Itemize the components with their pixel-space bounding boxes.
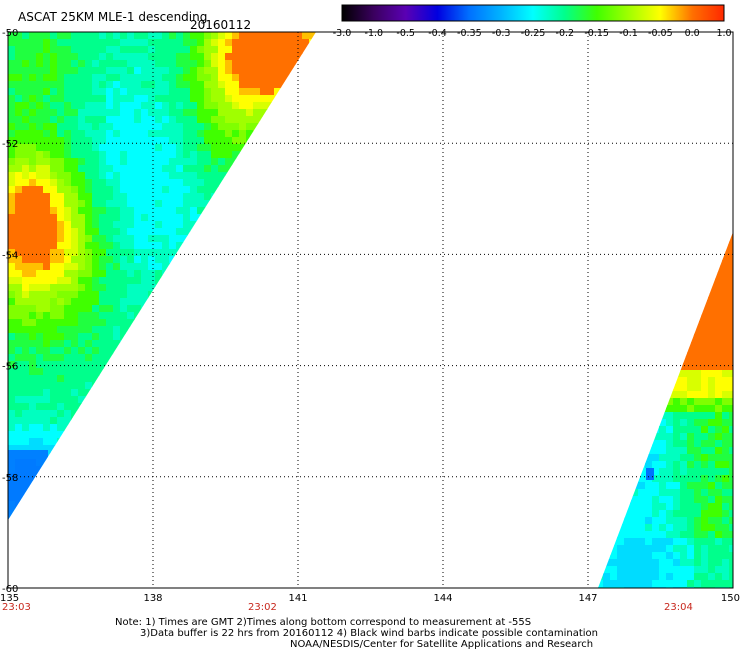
longitude-label: 135 [0, 593, 19, 604]
west-swath [8, 32, 316, 520]
longitude-label: 144 [433, 593, 452, 604]
longitude-labels: 135 138 141 144 147 150 [0, 593, 740, 604]
latitude-label: -52 [2, 139, 18, 150]
latitude-labels: -50 -52 -54 -56 -58 -60 [2, 28, 18, 595]
note-line-2: 3)Data buffer is 22 hrs from 20160112 4)… [140, 628, 598, 639]
latitude-label: -58 [2, 473, 18, 484]
colorbar-tick-label: -0.4 [428, 28, 447, 39]
latitude-label: -50 [2, 28, 18, 39]
east-swath [598, 232, 733, 588]
colorbar-tick-label: -0.3 [492, 28, 511, 39]
map-frame [7, 31, 734, 589]
colorbar-tick-label: -1.0 [365, 28, 384, 39]
time-label-west: 23:03 [2, 602, 31, 613]
colorbar-tick-label: -0.05 [648, 28, 673, 39]
swath-data [8, 32, 733, 588]
colorbar-tick-label: -0.2 [556, 28, 575, 39]
map-date: 20160112 [190, 18, 251, 32]
time-label-mid: 23:02 [248, 602, 277, 613]
colorbar: -3.0 -1.0 -0.5 -0.4 -0.35 -0.3 -0.25 -0.2 -0.15-… [333, 4, 732, 39]
latitude-label: -60 [2, 584, 18, 595]
note-line-1: Note: 1) Times are GMT 2)Times along bot… [115, 617, 531, 628]
colorbar-gradient [342, 5, 724, 21]
colorbar-border [341, 4, 725, 22]
longitude-label: 147 [578, 593, 597, 604]
longitude-label: 150 [721, 593, 740, 604]
colorbar-tick-label: -0.25 [521, 28, 546, 39]
grid-lines [7, 31, 734, 589]
note-line-3: NOAA/NESDIS/Center for Satellite Applica… [290, 639, 593, 650]
longitude-label: 138 [143, 593, 162, 604]
colorbar-tick-label: -3.0 [333, 28, 352, 39]
colorbar-tick-label: -0.1 [619, 28, 638, 39]
longitude-label: 141 [288, 593, 307, 604]
colorbar-tick-label: -0.5 [396, 28, 415, 39]
colorbar-tick-label: 0.0 [685, 28, 700, 39]
map-title: ASCAT 25KM MLE-1 descending [18, 10, 207, 24]
latitude-label: -56 [2, 362, 18, 373]
colorbar-tick-label: -0.35 [457, 28, 482, 39]
colorbar-tick-label: 1.0 [716, 28, 731, 39]
colorbar-tick-label: -0.15 [584, 28, 609, 39]
latitude-label: -54 [2, 250, 18, 261]
time-label-east: 23:04 [664, 602, 693, 613]
